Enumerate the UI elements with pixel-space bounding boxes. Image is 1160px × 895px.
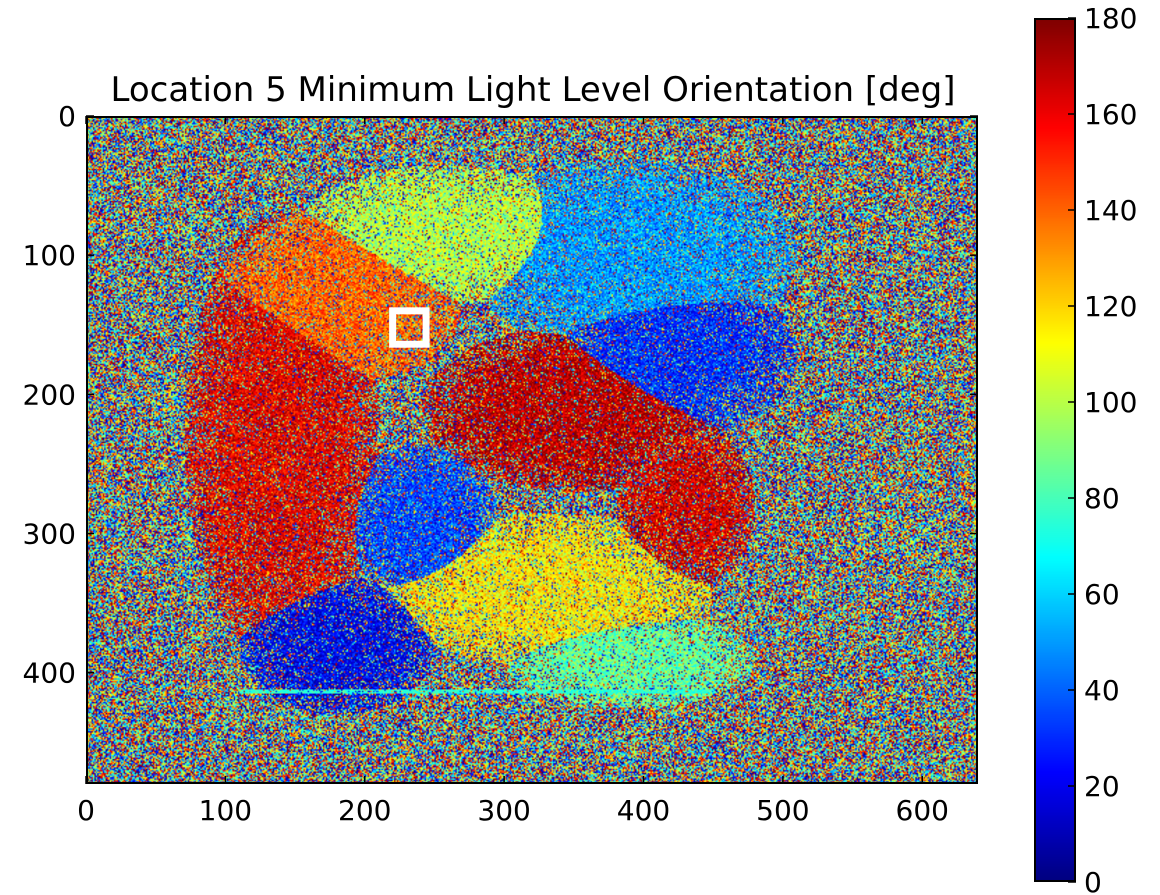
colorbar-tick-label: 120 [1084,290,1137,323]
colorbar-tick-label: 100 [1084,386,1137,419]
x-tick-label: 100 [199,794,252,827]
y-tick-label: 400 [23,657,76,690]
chart-title: Location 5 Minimum Light Level Orientati… [110,70,956,110]
y-tick-label: 200 [23,378,76,411]
x-tick-label: 200 [338,794,391,827]
y-tick-label: 300 [23,518,76,551]
colorbar-tick-label: 80 [1084,482,1120,515]
x-tick-label: 600 [896,794,949,827]
colorbar-tick-label: 60 [1084,578,1120,611]
highlight-box [389,307,430,348]
colorbar-tick-label: 140 [1084,194,1137,227]
x-tick-label: 500 [756,794,809,827]
colorbar-tick-label: 20 [1084,770,1120,803]
y-tick-label: 0 [58,100,76,133]
colorbar-tick-label: 180 [1084,2,1137,35]
x-tick-label: 0 [77,794,95,827]
colorbar-tick-label: 160 [1084,98,1137,131]
colorbar-tick-label: 40 [1084,674,1120,707]
colorbar-gradient [1034,18,1076,882]
y-tick-label: 100 [23,239,76,272]
colorbar-tick-label: 0 [1084,866,1102,895]
x-tick-label: 400 [617,794,670,827]
heatmap-image [86,116,978,784]
x-tick-label: 300 [477,794,530,827]
